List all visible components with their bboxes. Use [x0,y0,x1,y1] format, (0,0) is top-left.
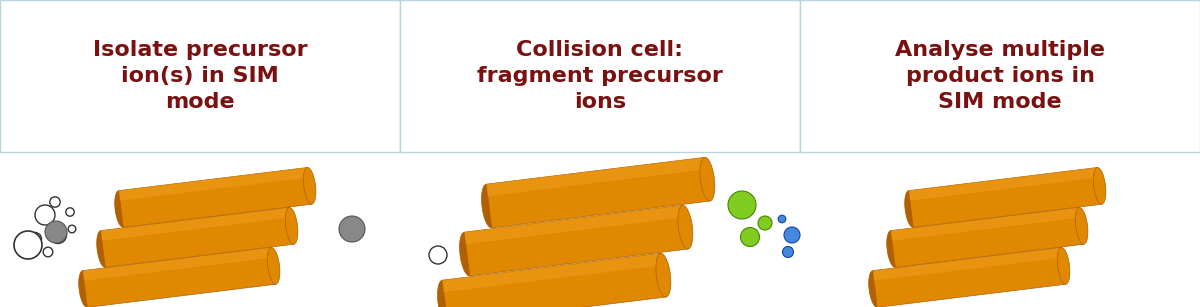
Polygon shape [486,157,710,228]
Polygon shape [304,168,316,204]
Polygon shape [905,191,917,227]
FancyBboxPatch shape [800,0,1200,152]
Polygon shape [1057,247,1070,284]
Polygon shape [887,231,899,267]
Polygon shape [869,271,881,307]
Circle shape [35,205,55,225]
Polygon shape [443,253,662,292]
Polygon shape [890,208,1080,241]
FancyBboxPatch shape [0,0,400,152]
Polygon shape [97,231,109,267]
Circle shape [50,197,60,207]
Polygon shape [486,157,706,196]
Circle shape [68,225,76,233]
Polygon shape [908,168,1098,201]
FancyBboxPatch shape [400,0,800,152]
Polygon shape [678,205,692,249]
Polygon shape [460,232,474,276]
Polygon shape [890,208,1084,267]
Polygon shape [119,168,312,227]
Circle shape [740,227,760,247]
Polygon shape [101,208,290,241]
Polygon shape [119,168,308,201]
Circle shape [784,227,800,243]
Polygon shape [1093,168,1106,204]
Polygon shape [872,247,1062,281]
Circle shape [43,247,53,257]
Polygon shape [656,253,671,297]
Circle shape [340,216,365,242]
Circle shape [758,216,772,230]
Circle shape [14,231,42,259]
Circle shape [49,227,66,243]
Polygon shape [286,208,298,244]
Polygon shape [101,208,294,267]
Text: Isolate precursor
ion(s) in SIM
mode: Isolate precursor ion(s) in SIM mode [92,40,307,112]
Polygon shape [268,247,280,284]
Polygon shape [908,168,1102,227]
Polygon shape [438,280,452,307]
Text: Collision cell:
fragment precursor
ions: Collision cell: fragment precursor ions [478,40,722,112]
Polygon shape [443,253,666,307]
Polygon shape [1075,208,1088,244]
Circle shape [782,247,793,258]
Polygon shape [872,247,1066,307]
Polygon shape [83,247,276,307]
Polygon shape [464,205,688,276]
Polygon shape [115,191,127,227]
Polygon shape [79,271,91,307]
Text: Analyse multiple
product ions in
SIM mode: Analyse multiple product ions in SIM mod… [895,40,1105,112]
Circle shape [29,232,42,246]
Polygon shape [481,184,497,228]
Circle shape [779,215,786,223]
Circle shape [66,208,74,216]
Circle shape [46,221,67,243]
Circle shape [728,191,756,219]
Polygon shape [700,157,715,201]
Circle shape [430,246,446,264]
Polygon shape [83,247,272,281]
Polygon shape [464,205,684,244]
